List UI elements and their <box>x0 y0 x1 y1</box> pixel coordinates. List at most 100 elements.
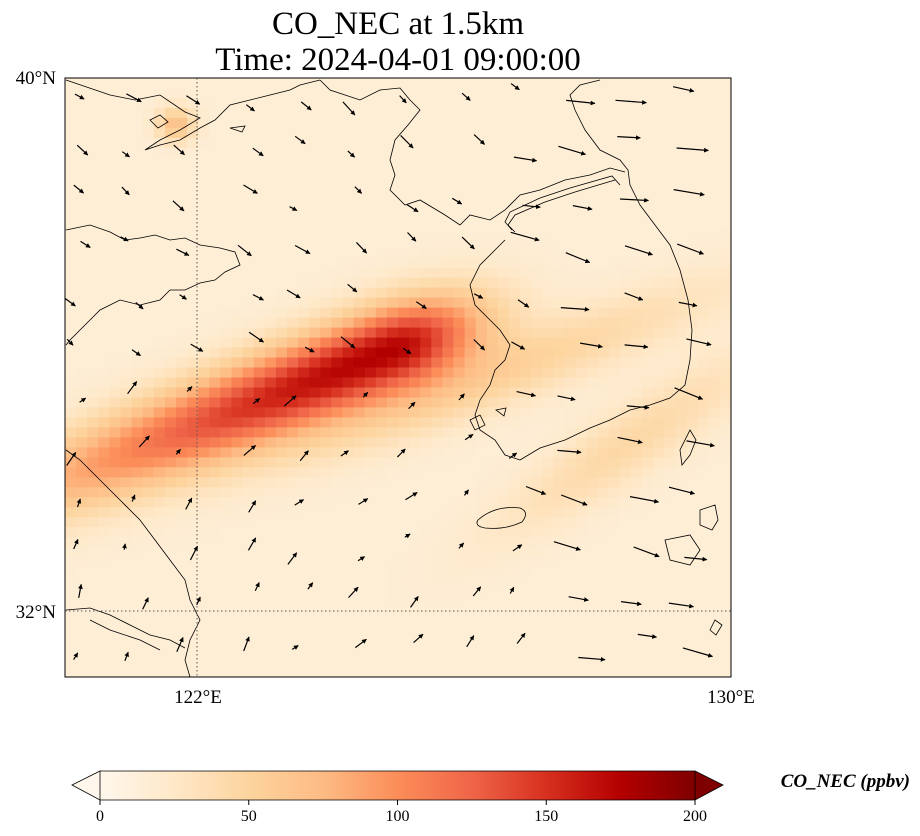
field-cell <box>231 277 244 289</box>
field-cell <box>275 507 288 518</box>
field-cell <box>497 227 510 239</box>
field-cell <box>320 147 332 159</box>
field-cell <box>231 387 244 399</box>
field-cell <box>586 597 599 608</box>
field-cell <box>553 307 566 319</box>
field-cell <box>131 217 144 229</box>
field-cell <box>264 487 277 498</box>
field-cell <box>153 637 166 648</box>
field-cell <box>275 337 288 349</box>
field-cell <box>76 547 88 558</box>
field-cell <box>664 78 677 89</box>
field-cell <box>664 347 677 359</box>
field-cell <box>265 677 277 688</box>
field-cell <box>409 507 421 518</box>
field-cell <box>364 447 377 458</box>
field-cell <box>475 127 488 139</box>
field-cell <box>131 527 144 538</box>
field-cell <box>731 188 743 199</box>
field-cell <box>719 617 731 628</box>
field-cell <box>697 147 710 159</box>
field-cell <box>697 637 710 648</box>
field-cell <box>287 107 299 119</box>
co-concentration-field <box>65 78 743 688</box>
field-cell <box>187 547 199 558</box>
field-cell <box>608 347 621 359</box>
field-cell <box>475 407 488 418</box>
field-cell <box>631 527 643 538</box>
field-cell <box>331 527 344 538</box>
field-cell <box>242 607 255 618</box>
field-cell <box>264 627 277 638</box>
field-cell <box>431 597 443 608</box>
field-cell <box>664 667 677 677</box>
field-cell <box>597 537 610 548</box>
field-cell <box>187 217 199 229</box>
field-cell <box>631 127 643 139</box>
field-cell <box>187 78 199 89</box>
field-cell <box>342 417 355 428</box>
field-cell <box>364 307 377 319</box>
field-cell <box>686 167 699 179</box>
field-cell <box>509 127 521 139</box>
field-cell <box>320 497 332 508</box>
field-cell <box>509 107 521 119</box>
field-cell <box>131 127 144 139</box>
field-cell <box>586 297 599 309</box>
field-cell <box>242 507 255 518</box>
field-cell <box>586 257 599 269</box>
field-cell <box>298 407 310 418</box>
field-cell <box>409 517 421 528</box>
field-cell <box>475 507 488 518</box>
field-cell <box>675 257 688 269</box>
field-cell <box>242 477 255 488</box>
field-cell <box>109 417 122 428</box>
field-cell <box>509 277 521 289</box>
field-cell <box>98 537 110 548</box>
field-cell <box>109 427 122 438</box>
field-cell <box>275 147 288 159</box>
field-cell <box>409 88 421 99</box>
field-cell <box>131 487 144 498</box>
field-cell <box>631 417 643 428</box>
field-cell <box>675 607 688 618</box>
field-cell <box>586 537 599 548</box>
field-cell <box>198 477 210 488</box>
field-cell <box>553 427 566 438</box>
field-cell <box>342 88 355 99</box>
field-cell <box>331 217 344 229</box>
field-cell <box>719 307 731 319</box>
field-cell <box>364 507 377 518</box>
field-cell <box>475 217 488 229</box>
field-cell <box>620 167 632 179</box>
field-cell <box>586 517 599 528</box>
colorbar: 0 50 100 150 200 CO_NEC (ppbv) <box>71 770 910 825</box>
field-cell <box>375 517 388 528</box>
field-cell <box>542 397 554 409</box>
field-cell <box>275 407 288 418</box>
field-cell <box>553 447 566 458</box>
field-cell <box>198 197 210 209</box>
field-cell <box>442 567 455 578</box>
field-cell <box>475 247 488 259</box>
field-cell <box>87 317 99 329</box>
wind-arrow <box>347 150 356 158</box>
field-cell <box>686 647 699 658</box>
field-cell <box>464 397 477 409</box>
field-cell <box>353 537 366 548</box>
field-cell <box>109 617 122 628</box>
field-cell <box>164 617 177 628</box>
field-cell <box>675 247 688 259</box>
field-cell <box>109 277 122 289</box>
field-cell <box>153 617 166 628</box>
field-cell <box>275 257 288 269</box>
field-cell <box>464 427 477 438</box>
field-cell <box>120 327 133 339</box>
field-cell <box>242 117 255 129</box>
field-cell <box>575 277 588 289</box>
field-cell <box>398 667 410 677</box>
field-cell <box>287 527 299 538</box>
field-cell <box>153 657 166 668</box>
field-cell <box>531 487 543 498</box>
field-cell <box>109 187 122 199</box>
